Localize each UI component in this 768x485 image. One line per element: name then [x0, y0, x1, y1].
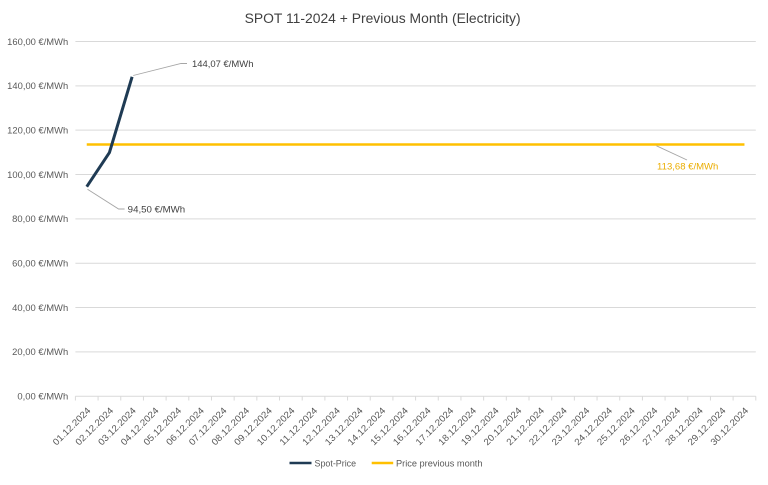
svg-text:94,50 €/MWh: 94,50 €/MWh: [128, 205, 186, 215]
svg-text:Price previous month: Price previous month: [396, 458, 483, 469]
svg-text:144,07 €/MWh: 144,07 €/MWh: [192, 59, 254, 69]
svg-text:40,00 €/MWh: 40,00 €/MWh: [12, 303, 68, 313]
svg-text:120,00 €/MWh: 120,00 €/MWh: [7, 125, 68, 135]
svg-text:80,00 €/MWh: 80,00 €/MWh: [12, 214, 68, 224]
svg-text:SPOT 11-2024 + Previous Month: SPOT 11-2024 + Previous Month (Electrici…: [245, 11, 521, 26]
svg-text:Spot-Price: Spot-Price: [315, 458, 357, 469]
svg-text:20,00 €/MWh: 20,00 €/MWh: [12, 347, 68, 357]
svg-text:113,68 €/MWh: 113,68 €/MWh: [657, 162, 718, 172]
svg-text:140,00 €/MWh: 140,00 €/MWh: [7, 81, 68, 91]
svg-text:0,00 €/MWh: 0,00 €/MWh: [17, 392, 68, 402]
svg-text:60,00 €/MWh: 60,00 €/MWh: [12, 258, 68, 268]
svg-text:100,00 €/MWh: 100,00 €/MWh: [7, 170, 68, 180]
svg-text:160,00 €/MWh: 160,00 €/MWh: [7, 37, 68, 47]
